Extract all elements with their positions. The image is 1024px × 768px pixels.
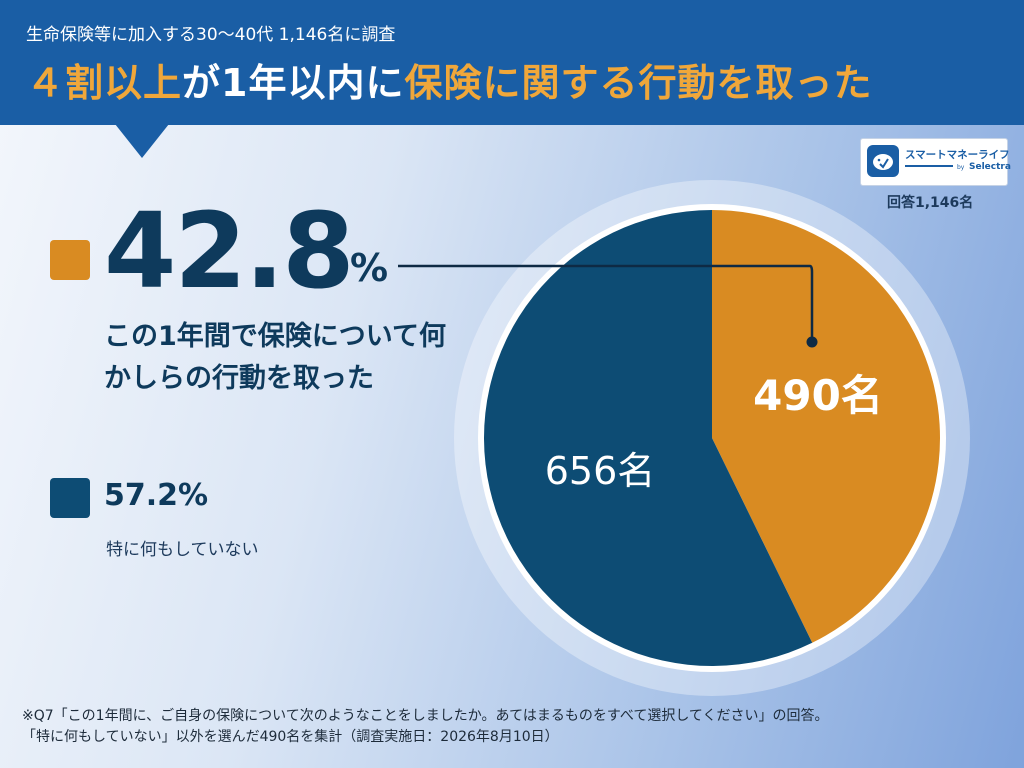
slice-label-action: 490名 bbox=[753, 371, 883, 420]
callout-line bbox=[398, 264, 814, 342]
title-middle: が1年以内に bbox=[182, 61, 405, 105]
action-label: この1年間で保険について何かしらの行動を取った bbox=[104, 321, 446, 394]
pie-slice-none bbox=[483, 210, 813, 667]
legend-swatch-action bbox=[50, 240, 90, 280]
action-percent: 42.8 bbox=[104, 190, 355, 312]
page-title: ４割以上が1年以内に保険に関する行動を取った bbox=[26, 52, 872, 107]
header-pointer bbox=[115, 124, 169, 158]
piggy-bank-icon bbox=[867, 145, 899, 177]
survey-subtitle: 生命保険等に加入する30〜40代 1,146名に調査 bbox=[26, 25, 396, 45]
none-label: 特に何もしていない bbox=[106, 540, 259, 560]
pie-slice-action bbox=[712, 210, 941, 643]
none-percent: 57.2% bbox=[104, 478, 209, 513]
footnote: ※Q7「この1年間に、ご自身の保険について次のようなことをしましたか。あてはまる… bbox=[22, 706, 829, 748]
logo-brand: Selectra bbox=[969, 162, 1011, 172]
title-highlight-1: ４割以上 bbox=[26, 61, 183, 105]
brand-logo: スマートマネーライフ by Selectra bbox=[860, 138, 1011, 186]
header-banner: 生命保険等に加入する30〜40代 1,146名に調査 ４割以上が1年以内に保険に… bbox=[0, 0, 1024, 125]
legend-swatch-none bbox=[50, 478, 90, 518]
logo-divider bbox=[905, 165, 953, 167]
pie-slices bbox=[483, 210, 941, 667]
logo-text: スマートマネーライフ bbox=[905, 149, 1010, 161]
action-percent-sign: % bbox=[350, 246, 389, 290]
logo-by: by bbox=[957, 164, 965, 171]
footnote-line-2: 「特に何もしていない」以外を選んだ490名を集計（調査実施日：2026年8月10… bbox=[22, 729, 559, 745]
respondent-count: 回答1,146名 bbox=[887, 195, 974, 211]
footnote-line-1: ※Q7「この1年間に、ご自身の保険について次のようなことをしましたか。あてはまる… bbox=[22, 708, 829, 724]
slice-label-none: 656名 bbox=[545, 449, 656, 493]
title-highlight-2: 保険に関する行動を取った bbox=[404, 61, 873, 105]
callout-dot bbox=[806, 336, 818, 348]
